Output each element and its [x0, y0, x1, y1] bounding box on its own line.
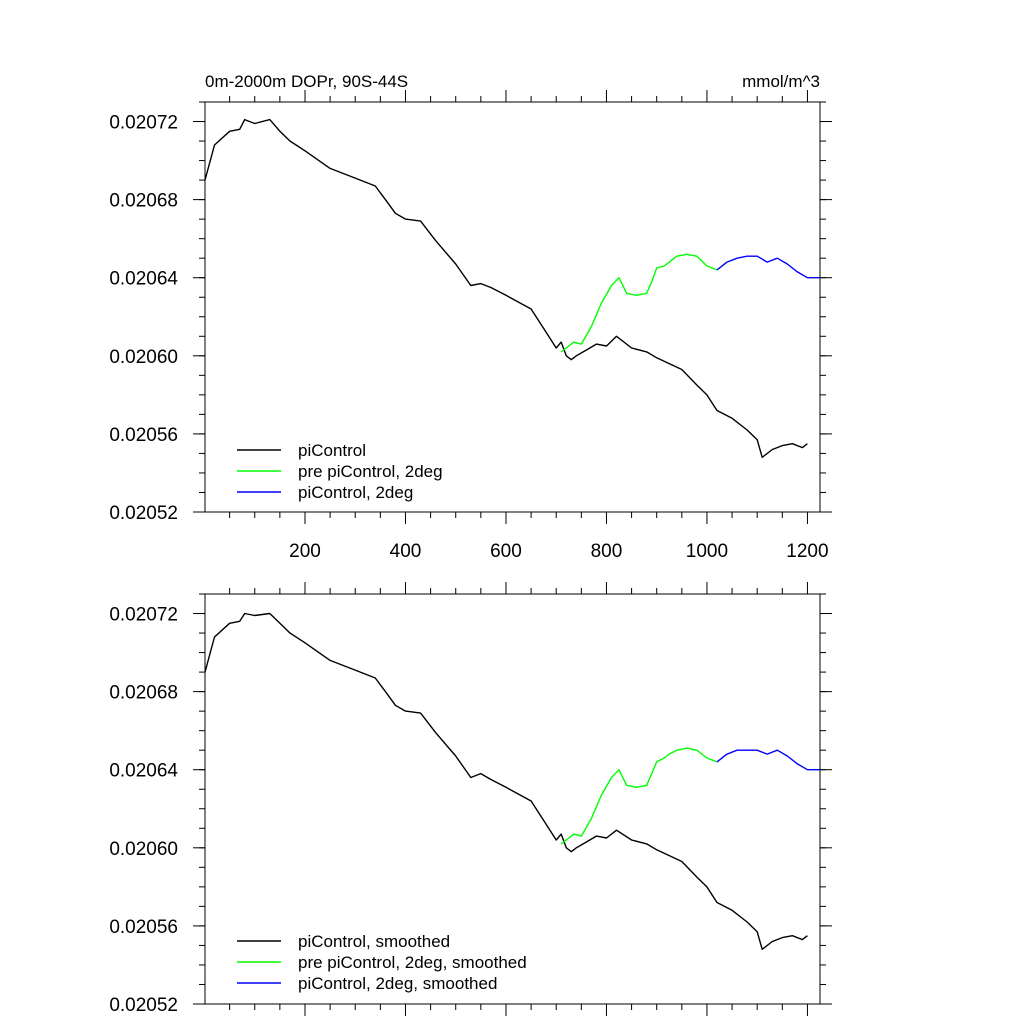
- top-y-tick-labels: 0.02052 0.02056 0.02060 0.02064 0.02068 …: [109, 113, 178, 524]
- top-x-tick-label: 400: [390, 541, 422, 562]
- bottom-y-tick-label: 0.02068: [109, 683, 178, 704]
- top-panel: 0m-2000m DOPr, 90S-44S mmol/m^3 200 400 …: [109, 72, 832, 562]
- top-x-tick-label: 200: [289, 541, 321, 562]
- top-series-line-picontrol-2deg: [716, 255, 820, 279]
- bottom-y-tick-labels: 0.02052 0.02056 0.02060 0.02064 0.02068 …: [109, 605, 178, 1016]
- bottom-y-tick-label: 0.02072: [109, 605, 178, 626]
- bottom-y-tick-label: 0.02056: [109, 917, 178, 938]
- legend-label-picontrol-smoothed: piControl, smoothed: [298, 932, 450, 951]
- bottom-y-tick-label: 0.02060: [109, 839, 178, 860]
- top-y-tick-label: 0.02064: [109, 269, 178, 290]
- top-y-tick-label: 0.02052: [109, 503, 178, 524]
- top-y-tick-label: 0.02056: [109, 425, 178, 446]
- top-x-tick-labels: 200 400 600 800 1000 1200: [289, 541, 828, 562]
- top-y-tick-label: 0.02068: [109, 191, 178, 212]
- top-chart-units: mmol/m^3: [742, 72, 820, 91]
- bottom-series-line-picontrol-smoothed: [204, 612, 808, 950]
- legend-label-picontrol-2deg: piControl, 2deg: [298, 483, 413, 502]
- top-x-tick-label: 800: [591, 541, 623, 562]
- top-series-line-picontrol: [204, 118, 808, 458]
- legend-label-pre-picontrol-2deg: pre piControl, 2deg: [298, 462, 443, 481]
- top-x-tick-label: 1200: [786, 541, 828, 562]
- top-y-tick-label: 0.02072: [109, 113, 178, 134]
- bottom-panel: 0.02052 0.02056 0.02060 0.02064 0.02068 …: [109, 582, 832, 1016]
- top-series-line-pre-picontrol-2deg: [560, 253, 718, 353]
- top-legend: piControl pre piControl, 2deg piControl,…: [237, 441, 443, 502]
- bottom-legend: piControl, smoothed pre piControl, 2deg,…: [237, 932, 527, 993]
- bottom-y-tick-label: 0.02052: [109, 995, 178, 1016]
- top-x-tick-label: 1000: [686, 541, 728, 562]
- bottom-y-tick-label: 0.02064: [109, 761, 178, 782]
- bottom-series-line-pre-picontrol-2deg-smoothed: [560, 747, 718, 845]
- legend-label-picontrol-2deg-smoothed: piControl, 2deg, smoothed: [298, 974, 497, 993]
- top-y-tick-label: 0.02060: [109, 347, 178, 368]
- bottom-series-line-picontrol-2deg-smoothed: [716, 749, 820, 771]
- top-plot-frame: [204, 101, 821, 513]
- bottom-plot-frame: [204, 593, 821, 1005]
- legend-label-pre-picontrol-2deg-smoothed: pre piControl, 2deg, smoothed: [298, 953, 527, 972]
- top-chart-title: 0m-2000m DOPr, 90S-44S: [205, 72, 408, 91]
- legend-label-picontrol: piControl: [298, 441, 366, 460]
- top-x-tick-label: 600: [490, 541, 522, 562]
